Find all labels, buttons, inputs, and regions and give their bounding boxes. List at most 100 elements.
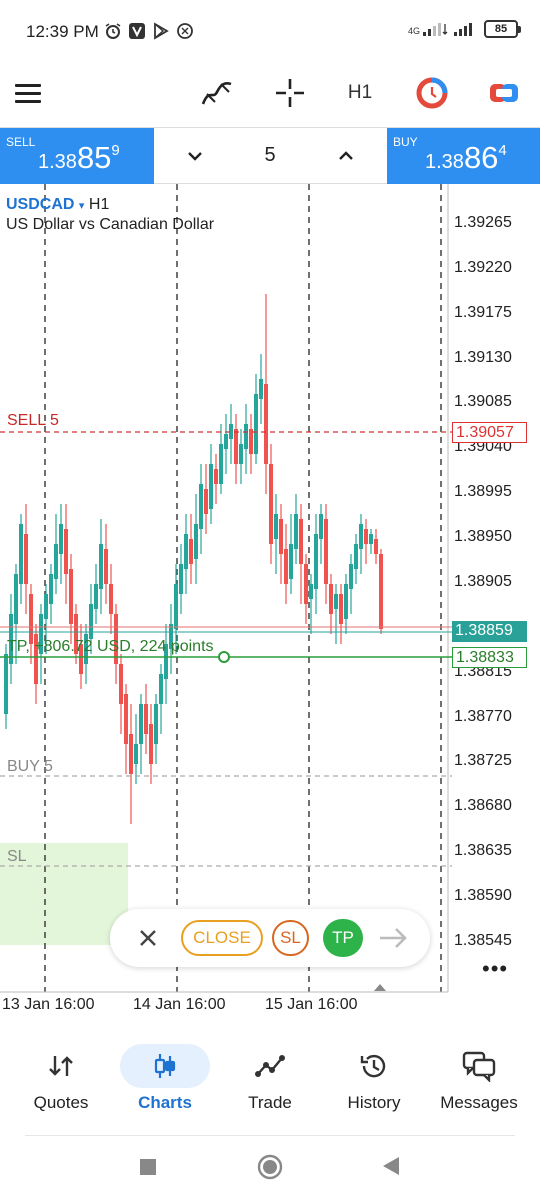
candle-body: [24, 534, 28, 584]
nav-trade-label: Trade: [248, 1093, 292, 1112]
indicators-icon: [201, 81, 232, 105]
messages-icon: [434, 1044, 524, 1088]
symbol-timeframe: H1: [88, 196, 110, 213]
candle-body: [364, 529, 368, 544]
one-click-trade-panel: SELL 1.38859 5 BUY 1.38864: [0, 127, 540, 184]
network-type: 4G: [407, 26, 420, 36]
quotes-icon: [16, 1044, 106, 1088]
crosshair-icon: [276, 79, 304, 107]
buy-price-big: 86: [463, 140, 499, 175]
history-icon: [329, 1044, 419, 1088]
candle-body: [94, 584, 98, 609]
status-bar: 12:39 PM 4G 85: [0, 0, 540, 60]
sell-label: SELL: [6, 135, 36, 149]
price-axis-label: 1.38635: [454, 842, 512, 859]
nav-trade[interactable]: Trade: [218, 1040, 322, 1126]
current-price-tag: 1.38859: [452, 621, 527, 642]
timeframe-label: H1: [347, 82, 373, 103]
price-axis-label: 1.38770: [454, 708, 512, 725]
more-icon[interactable]: •••: [482, 956, 509, 981]
price-axis-label: 1.39085: [454, 393, 512, 410]
volume-increase-button[interactable]: [332, 142, 360, 170]
candle-body: [279, 519, 283, 554]
price-axis-label: 1.38680: [454, 797, 512, 814]
nav-messages[interactable]: Messages: [427, 1040, 531, 1126]
candle-body: [59, 524, 63, 554]
price-axis-label: 1.38545: [454, 932, 512, 949]
next-button[interactable]: [378, 924, 410, 952]
period-separators: [44, 184, 442, 992]
candle-body: [339, 594, 343, 624]
close-position-button[interactable]: CLOSE: [181, 920, 263, 956]
network-indicator: 4G: [408, 22, 476, 36]
candle-body: [69, 569, 73, 624]
play-store-icon: [154, 22, 169, 40]
candle-body: [249, 429, 253, 454]
chart-canvas[interactable]: [0, 184, 540, 1030]
price-chart[interactable]: USDCAD ▾ H1 US Dollar vs Canadian Dollar…: [0, 184, 540, 1030]
nav-messages-label: Messages: [440, 1093, 518, 1112]
candle-body: [79, 644, 83, 674]
sl-zone: [0, 843, 128, 945]
candle-body: [329, 584, 333, 614]
candle-body: [259, 379, 263, 399]
candle-body: [144, 704, 148, 734]
one-click-trading-button[interactable]: [415, 76, 449, 110]
candle-body: [224, 434, 228, 449]
nav-charts[interactable]: Charts: [113, 1040, 217, 1126]
candle-body: [209, 464, 213, 509]
indicators-button[interactable]: [200, 76, 234, 110]
price-axis-label: 1.38725: [454, 752, 512, 769]
candle-body: [29, 594, 33, 644]
candle-body: [14, 574, 18, 624]
nav-quotes[interactable]: Quotes: [9, 1040, 113, 1126]
sell-button[interactable]: SELL 1.38859: [0, 128, 154, 184]
bottom-navigation: Quotes Charts Trade History Messages: [0, 1030, 540, 1134]
date-axis-label: 14 Jan 16:00: [133, 996, 226, 1013]
candle-body: [349, 564, 353, 589]
home-button[interactable]: [257, 1154, 283, 1185]
candle-body: [114, 614, 118, 664]
menu-button[interactable]: [14, 76, 42, 110]
buy-price-prefix: 1.38: [425, 151, 464, 173]
candle-body: [214, 469, 218, 484]
price-axis-label: 1.38995: [454, 483, 512, 500]
candle-body: [34, 634, 38, 684]
volume-value[interactable]: 5: [264, 144, 276, 166]
candle-body: [194, 524, 198, 559]
candle-body: [314, 534, 318, 589]
candle-body: [84, 634, 88, 664]
tp-drag-handle[interactable]: [218, 651, 230, 663]
trade-toggle-button[interactable]: [487, 76, 521, 110]
candle-body: [324, 519, 328, 584]
buy-button[interactable]: BUY 1.38864: [387, 128, 540, 184]
alarm-icon: [105, 23, 121, 39]
price-axis-label: 1.39130: [454, 349, 512, 366]
volume-decrease-button[interactable]: [181, 142, 209, 170]
nav-history[interactable]: History: [322, 1040, 426, 1126]
back-triangle-icon: [383, 1157, 399, 1175]
sell-price-tag: 1.39057: [452, 422, 527, 443]
back-button[interactable]: [381, 1156, 401, 1181]
nav-charts-label: Charts: [138, 1093, 192, 1112]
v-app-icon: [129, 23, 145, 39]
candle-body: [64, 529, 68, 574]
system-navigation: [0, 1140, 540, 1200]
scroll-up-icon[interactable]: [374, 984, 386, 991]
candle-body: [269, 464, 273, 544]
candle-body: [184, 534, 188, 569]
signal-icon: [423, 23, 448, 36]
crosshair-button[interactable]: [273, 76, 307, 110]
candle-body: [139, 704, 143, 744]
chart-symbol[interactable]: USDCAD ▾ H1: [6, 196, 109, 214]
chevron-down-icon: [188, 152, 202, 161]
candle-body: [229, 424, 233, 439]
timeframe-button[interactable]: H1: [343, 76, 377, 110]
stop-loss-button[interactable]: SL: [272, 920, 309, 956]
dismiss-button[interactable]: [134, 924, 162, 952]
status-time: 12:39 PM: [26, 22, 99, 41]
tp-price-tag: 1.38833: [452, 647, 527, 668]
take-profit-button[interactable]: TP: [323, 919, 363, 957]
recents-button[interactable]: [139, 1158, 157, 1181]
candle-body: [304, 564, 308, 604]
